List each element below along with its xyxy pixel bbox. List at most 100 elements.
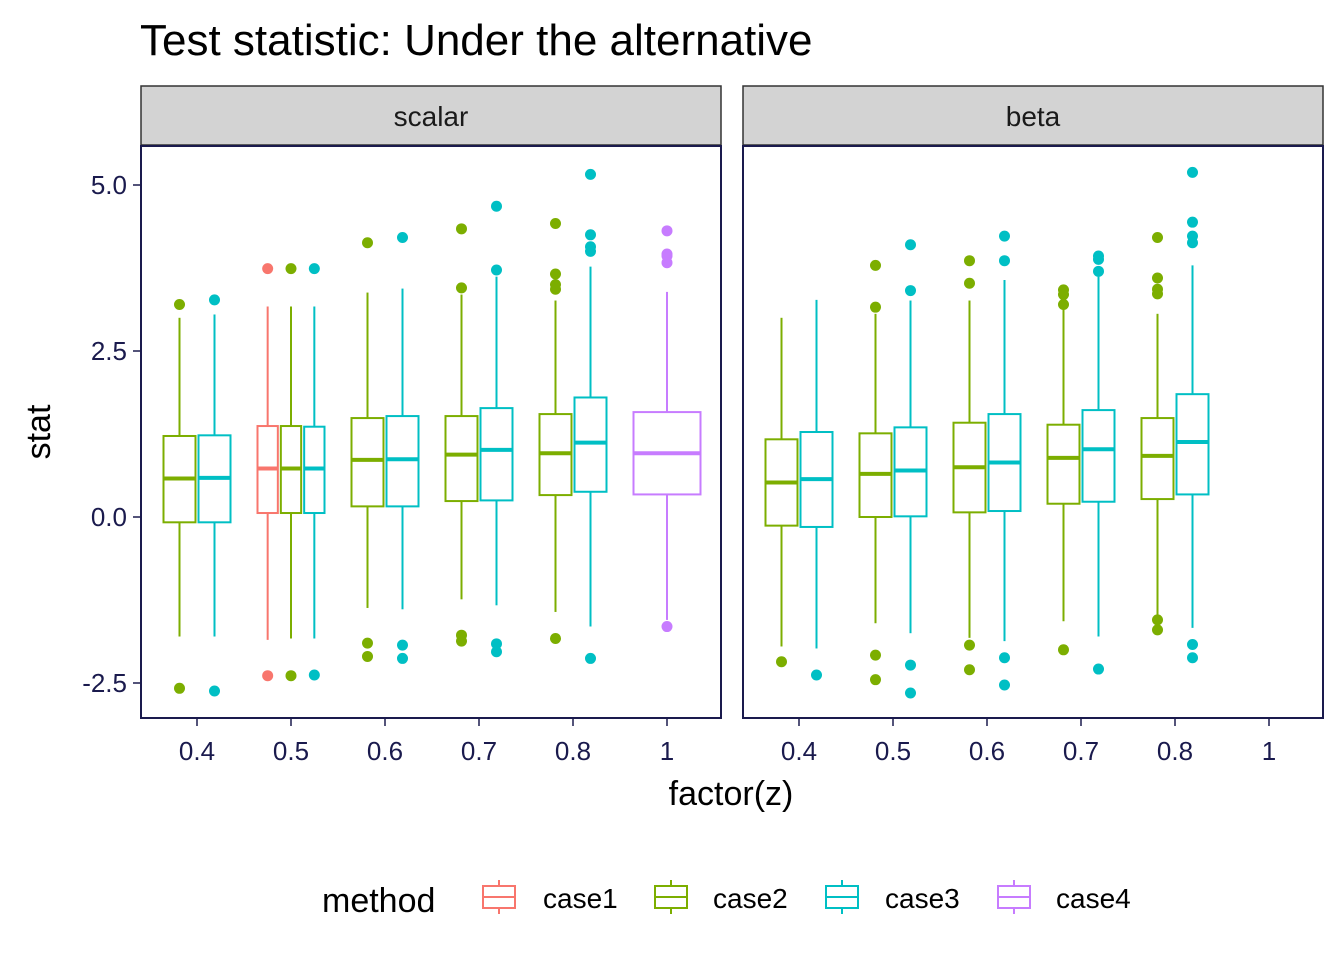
outlier-point	[1152, 288, 1163, 300]
box-body	[350, 417, 385, 508]
outlier-point	[964, 277, 975, 289]
strip-scalar	[140, 85, 722, 146]
box-scalar-0.5-case2	[279, 263, 303, 682]
y-axis-title: stat	[20, 404, 58, 459]
box-beta-0.5-case3	[893, 239, 928, 699]
outlier-point	[1152, 231, 1163, 243]
outlier-point	[811, 669, 822, 681]
outlier-point	[999, 679, 1010, 691]
outlier-point	[1093, 253, 1104, 265]
outlier-point	[905, 659, 916, 671]
y-tick-label-1: 0.0	[91, 502, 127, 532]
outlier-point	[262, 670, 274, 682]
outlier-point	[491, 200, 502, 212]
box-scalar-0.7-case3	[479, 200, 514, 658]
outlier-point	[1187, 237, 1198, 249]
outlier-point	[1187, 166, 1198, 178]
outlier-point	[174, 299, 185, 311]
outlier-point	[362, 637, 373, 649]
outlier-point	[174, 682, 185, 694]
legend-item-case1: case1	[482, 880, 618, 914]
box-beta-0.6-case3	[987, 230, 1022, 691]
outlier-point	[550, 633, 561, 645]
box-scalar-0.4-case3	[197, 294, 232, 697]
box-scalar-0.6-case2	[350, 237, 385, 662]
box-scalar-0.8-case2	[538, 218, 573, 645]
box-beta-0.4-case3	[799, 299, 834, 681]
box-beta-0.8-case2	[1140, 231, 1175, 636]
outlier-point	[550, 283, 561, 295]
box-scalar-0.8-case3	[573, 168, 608, 664]
legend: method case1 case2 case3 case4	[322, 880, 1131, 920]
outlier-point	[1187, 638, 1198, 650]
outlier-point	[1058, 644, 1069, 656]
outlier-point	[964, 255, 975, 267]
outlier-point	[285, 670, 297, 682]
outlier-point	[1058, 299, 1069, 311]
outlier-point	[661, 257, 673, 269]
outlier-point	[362, 237, 373, 249]
x-tick-label-scalar-1: 0.5	[273, 736, 309, 766]
box-scalar-0.7-case2	[444, 223, 479, 647]
box-scalar-0.5-case3	[303, 263, 326, 681]
outlier-point	[285, 263, 297, 275]
outlier-point	[776, 656, 787, 668]
outlier-point	[999, 255, 1010, 267]
outlier-point	[456, 635, 467, 647]
box-beta-0.7-case3	[1081, 250, 1116, 675]
outlier-point	[585, 168, 596, 180]
x-tick-label-beta-2: 0.6	[969, 736, 1005, 766]
box-body	[1175, 393, 1210, 496]
outlier-point	[870, 649, 881, 661]
legend-label-case4: case4	[1056, 883, 1131, 914]
outlier-point	[362, 650, 373, 662]
outlier-point	[550, 268, 561, 280]
outlier-point	[456, 282, 467, 294]
x-tick-label-scalar-4: 0.8	[555, 736, 591, 766]
legend-item-case3: case3	[825, 880, 960, 914]
legend-label-case3: case3	[885, 883, 960, 914]
outlier-point	[1187, 652, 1198, 664]
box-beta-0.7-case2	[1046, 284, 1081, 656]
x-tick-label-beta-3: 0.7	[1063, 736, 1099, 766]
panel-scalar: scalar -2.5 0.0 2.5 5.0 0.4 0.5 0.6 0.7 0.8 1	[82, 85, 722, 766]
x-tick-label-scalar-3: 0.7	[461, 736, 497, 766]
outlier-point	[262, 263, 274, 275]
outlier-point	[491, 264, 502, 276]
outlier-point	[456, 223, 467, 235]
outlier-point	[491, 646, 502, 658]
x-axis-title: factor(z)	[669, 775, 794, 813]
chart-title: Test statistic: Under the alternative	[140, 16, 813, 65]
outlier-point	[209, 685, 220, 697]
y-tick-label-0: -2.5	[82, 668, 127, 698]
outlier-point	[999, 652, 1010, 664]
outlier-point	[308, 263, 320, 275]
x-tick-label-scalar-0: 0.4	[179, 736, 215, 766]
box-scalar-0.4-case2	[162, 299, 197, 694]
legend-title: method	[322, 882, 435, 920]
strip-label-beta: beta	[1006, 101, 1061, 132]
outlier-point	[661, 225, 673, 237]
box-beta-0.8-case3	[1175, 166, 1210, 664]
outlier-point	[1152, 624, 1163, 636]
outlier-point	[1152, 614, 1163, 626]
box-body	[444, 415, 479, 503]
x-tick-label-scalar-5: 1	[660, 736, 674, 766]
outlier-point	[1058, 289, 1069, 301]
outlier-point	[870, 301, 881, 313]
y-tick-label-2: 2.5	[91, 336, 127, 366]
panel-border-beta	[742, 145, 1324, 719]
box-beta-0.6-case2	[952, 255, 987, 676]
x-tick-label-scalar-2: 0.6	[367, 736, 403, 766]
outlier-point	[397, 652, 408, 664]
outlier-point	[1152, 272, 1163, 284]
outlier-point	[550, 218, 561, 230]
box-body	[1046, 423, 1081, 505]
outlier-point	[870, 674, 881, 686]
legend-label-case2: case2	[713, 883, 788, 914]
legend-label-case1: case1	[543, 883, 618, 914]
outlier-point	[905, 239, 916, 251]
outlier-point	[397, 639, 408, 651]
x-tick-label-beta-5: 1	[1262, 736, 1276, 766]
x-tick-label-beta-0: 0.4	[781, 736, 817, 766]
